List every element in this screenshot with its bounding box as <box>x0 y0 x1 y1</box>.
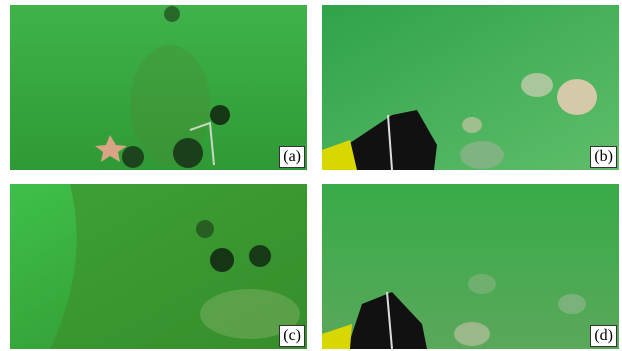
photo-panel: (c) <box>10 184 307 349</box>
underwater-photo <box>322 184 619 349</box>
photo-panel: (b) <box>322 5 619 170</box>
photo-panel: (d) <box>322 184 619 349</box>
panel-label: (c) <box>279 325 305 347</box>
panel-label: (d) <box>590 325 617 347</box>
underwater-photo <box>10 184 307 349</box>
underwater-photo <box>10 5 307 170</box>
underwater-photo <box>322 5 619 170</box>
panel-label: (a) <box>279 146 305 168</box>
photo-panel: (a) <box>10 5 307 170</box>
panel-label: (b) <box>590 146 617 168</box>
figure: (a) (b) (c) <box>0 0 622 351</box>
